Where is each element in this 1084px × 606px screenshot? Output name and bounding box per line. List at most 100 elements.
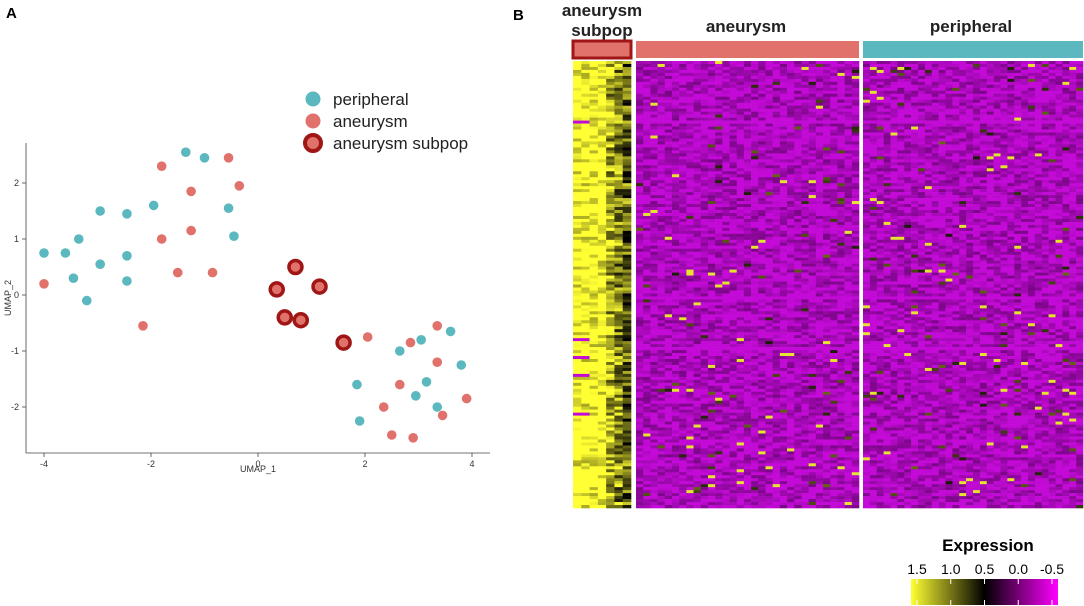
heatmap-cell [794, 370, 802, 375]
heatmap-cell [693, 421, 702, 425]
heatmap-cell [851, 311, 860, 315]
heatmap-cell [765, 233, 773, 238]
heatmap-cell [837, 302, 845, 306]
heatmap-cell [657, 153, 666, 157]
heatmap-cell [622, 341, 632, 345]
heatmap-cell [823, 418, 831, 422]
heatmap-cell [606, 123, 615, 127]
heatmap-cell [614, 335, 624, 339]
heatmap-cell [606, 475, 615, 479]
heatmap-cell [758, 201, 766, 205]
heatmap-cell [707, 400, 716, 404]
heatmap-cell [815, 284, 824, 288]
heatmap-cell [743, 236, 752, 241]
heatmap-cell [636, 421, 644, 425]
heatmap-cell [722, 382, 730, 387]
heatmap-cell [622, 87, 632, 92]
heatmap-cell [823, 114, 831, 118]
heatmap-cell [743, 418, 752, 422]
heatmap-cell [573, 499, 582, 503]
heatmap-cell [614, 421, 624, 425]
heatmap-cell [636, 347, 644, 351]
heatmap-cell [743, 144, 752, 148]
heatmap-cell [622, 466, 632, 470]
heatmap-cell [686, 180, 694, 184]
heatmap-cell [664, 272, 673, 276]
heatmap-cell [636, 266, 644, 270]
heatmap-cell [657, 367, 666, 372]
heatmap-cell [679, 75, 687, 80]
heatmap-cell [736, 114, 745, 118]
heatmap-cell [700, 132, 709, 136]
heatmap-cell [779, 239, 788, 244]
heatmap-cell [657, 189, 666, 193]
heatmap-cell [622, 320, 632, 324]
heatmap-cell [851, 326, 860, 330]
heatmap-cell [643, 102, 651, 106]
heatmap-cell [700, 391, 709, 396]
heatmap-cell [636, 221, 644, 226]
heatmap-cell [581, 245, 590, 250]
heatmap-cell [693, 302, 702, 306]
heatmap-cell [779, 168, 788, 172]
heatmap-cell [650, 135, 658, 139]
heatmap-cell [643, 162, 651, 166]
heatmap-cell [573, 129, 582, 133]
heatmap-cell [589, 171, 599, 175]
heatmap-cell [636, 61, 644, 65]
heatmap-cell [693, 314, 702, 318]
heatmap-cell [801, 90, 809, 95]
heatmap-cell [743, 281, 752, 285]
heatmap-cell [614, 123, 624, 127]
heatmap-cell [657, 347, 666, 351]
heatmap-cell [801, 189, 809, 193]
heatmap-cell [700, 227, 709, 232]
heatmap-cell [823, 361, 831, 366]
heatmap-cell [597, 356, 607, 360]
heatmap-cell [573, 478, 582, 482]
heatmap-cell [693, 370, 702, 375]
heatmap-cell [589, 370, 599, 375]
heatmap-cell [700, 302, 709, 306]
heatmap-cell [801, 192, 809, 196]
heatmap-cell [823, 63, 831, 68]
heatmap-cell [765, 177, 773, 181]
heatmap-cell [650, 93, 658, 98]
heatmap-cell [851, 224, 860, 229]
heatmap-cell [808, 341, 817, 345]
heatmap-cell [779, 347, 788, 351]
heatmap-cell [671, 361, 680, 366]
heatmap-cell [700, 177, 709, 181]
heatmap-cell [765, 189, 773, 193]
heatmap-cell [589, 230, 599, 235]
heatmap-cell [765, 69, 773, 74]
heatmap-cell [707, 311, 716, 315]
heatmap-cell [801, 317, 809, 321]
heatmap-cell [758, 111, 766, 115]
heatmap-cell [743, 129, 752, 133]
heatmap-cell [686, 141, 694, 145]
heatmap-cell [801, 397, 809, 402]
heatmap-cell [758, 189, 766, 193]
heatmap-cell [722, 397, 730, 402]
heatmap-cell [830, 370, 838, 375]
heatmap-cell [573, 433, 582, 437]
heatmap-cell [801, 290, 809, 294]
heatmap-cell [614, 481, 624, 485]
heatmap-cell [643, 308, 651, 312]
heatmap-cell [679, 332, 687, 336]
heatmap-cell [581, 123, 590, 127]
heatmap-cell [736, 335, 745, 339]
heatmap-cell [707, 227, 716, 232]
heatmap-cell [722, 183, 730, 187]
heatmap-cell [743, 356, 752, 360]
heatmap-cell [589, 61, 599, 65]
heatmap-cell [729, 311, 738, 315]
heatmap-cell [815, 364, 824, 369]
heatmap-cell [758, 251, 766, 255]
heatmap-cell [664, 257, 673, 261]
heatmap-cell [657, 162, 666, 166]
heatmap-cell [671, 353, 680, 357]
heatmap-cell [765, 102, 773, 106]
